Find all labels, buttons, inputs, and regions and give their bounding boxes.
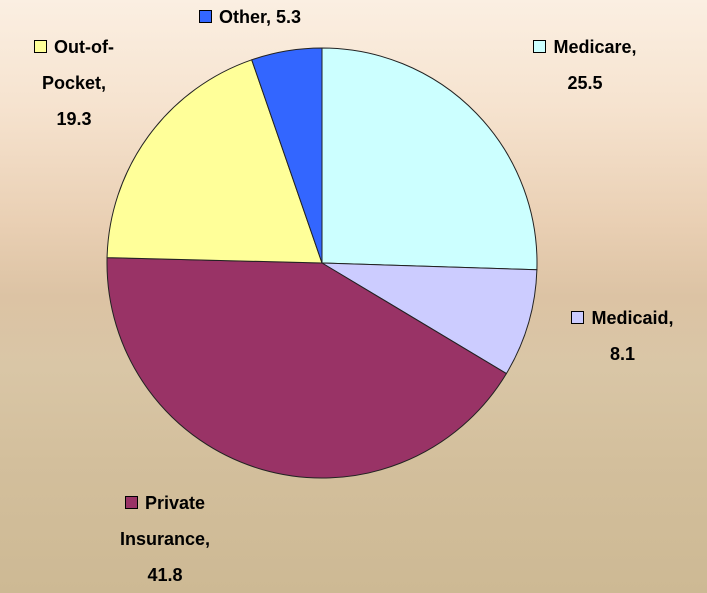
value-label: 25.5	[490, 65, 680, 101]
chart: Medicare, 25.5 Medicaid, 8.1 Private Insur…	[0, 0, 707, 593]
label-separator: ,	[669, 308, 674, 328]
value-label: 19.3	[4, 101, 144, 137]
slice-label: Private Insurance, 41.8	[90, 485, 240, 593]
label-separator: ,	[205, 529, 210, 549]
value-label: 41.8	[90, 557, 240, 593]
label-separator: ,	[101, 73, 106, 93]
category-label: Medicaid	[591, 308, 668, 328]
slice-label: Medicaid, 8.1	[540, 300, 705, 372]
legend-swatch	[125, 496, 138, 509]
slice-label: Other, 5.3	[140, 0, 360, 35]
category-label: Other	[219, 7, 266, 27]
legend-swatch	[34, 40, 47, 53]
value-label: 8.1	[540, 336, 705, 372]
label-separator: ,	[632, 37, 637, 57]
legend-swatch	[533, 40, 546, 53]
slice-label: Medicare, 25.5	[490, 29, 680, 101]
value-label: 5.3	[276, 7, 301, 27]
legend-swatch	[199, 10, 212, 23]
category-label: Medicare	[553, 37, 631, 57]
legend-swatch	[571, 311, 584, 324]
slice-label: Out-of-Pocket, 19.3	[4, 29, 144, 137]
label-separator: ,	[266, 7, 271, 27]
